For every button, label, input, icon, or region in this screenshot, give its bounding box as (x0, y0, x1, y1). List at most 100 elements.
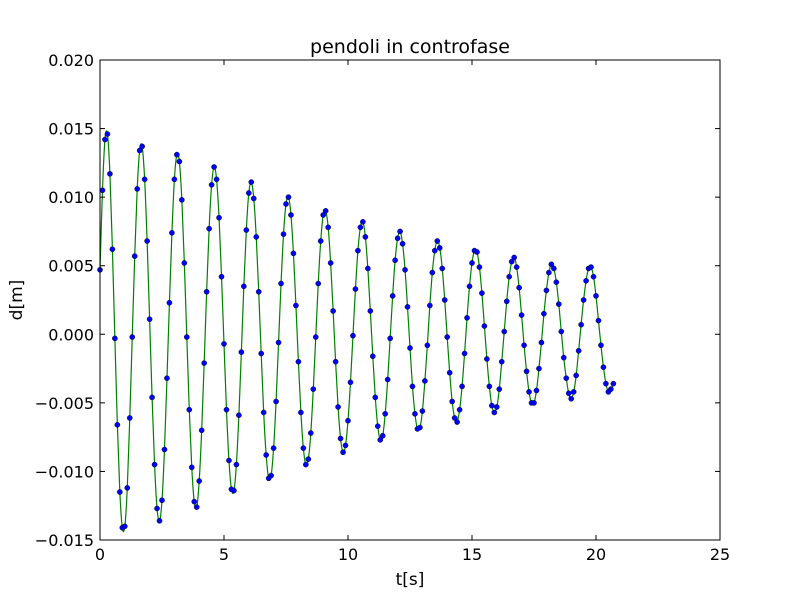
data-point (469, 260, 475, 266)
data-point (379, 432, 386, 439)
data-point (369, 353, 376, 360)
x-tick-label: 15 (462, 545, 482, 564)
data-point (176, 158, 183, 165)
data-point (350, 332, 356, 339)
data-point (558, 328, 565, 335)
data-point (226, 457, 232, 464)
data-point (288, 212, 294, 218)
data-point (332, 358, 339, 365)
data-point (139, 143, 145, 150)
data-point (154, 505, 160, 512)
data-point (312, 334, 319, 340)
data-point (169, 229, 175, 236)
data-point (357, 224, 364, 231)
data-point (300, 445, 307, 451)
y-tick-label: 0.015 (48, 120, 94, 139)
data-point (253, 234, 260, 240)
data-point (196, 478, 202, 484)
data-point (603, 380, 609, 387)
data-point (600, 364, 607, 371)
data-point (245, 190, 252, 196)
data-point (360, 219, 366, 225)
data-point (491, 409, 498, 416)
y-axis-label: d[m] (7, 280, 27, 321)
data-point (436, 245, 443, 251)
data-point (283, 201, 289, 207)
data-point (193, 504, 200, 510)
data-point (290, 250, 297, 257)
x-tick-label: 0 (95, 545, 105, 564)
data-point (372, 394, 379, 401)
data-point (278, 280, 284, 287)
data-point (508, 258, 515, 265)
data-point (365, 265, 371, 272)
data-point (516, 284, 522, 291)
data-point (231, 487, 237, 494)
data-point (392, 257, 398, 264)
data-point (260, 409, 267, 416)
data-point (171, 176, 178, 183)
data-point (248, 179, 255, 185)
data-point (188, 464, 195, 471)
data-point (208, 181, 215, 188)
data-point (439, 265, 446, 272)
data-point (179, 197, 185, 203)
data-point (305, 456, 312, 462)
data-point (164, 375, 170, 381)
data-point (114, 421, 121, 428)
y-tick-label: 0.000 (48, 325, 94, 344)
data-point (273, 398, 279, 405)
data-point (461, 350, 468, 357)
data-point (241, 283, 247, 290)
data-point (382, 411, 389, 417)
data-point (570, 389, 577, 395)
data-point (474, 249, 480, 255)
data-point (315, 280, 322, 287)
data-point (598, 342, 604, 349)
data-point (374, 423, 381, 429)
data-point (431, 247, 438, 254)
data-point (501, 328, 508, 335)
data-point (268, 472, 274, 479)
data-point (342, 442, 349, 449)
data-point (441, 297, 448, 303)
y-tick-label: −0.015 (35, 531, 94, 550)
data-point (243, 227, 250, 233)
data-point (521, 342, 527, 349)
data-point (389, 293, 396, 299)
data-point (352, 286, 359, 292)
data-point (134, 186, 140, 192)
data-point (250, 195, 257, 202)
x-ticks: 0 5 10 15 20 25 (95, 60, 730, 564)
y-tick-label: 0.010 (48, 188, 94, 207)
data-point (538, 339, 545, 346)
data-point (270, 445, 277, 451)
data-point (102, 136, 108, 143)
data-point (459, 383, 465, 390)
x-tick-label: 5 (219, 545, 229, 564)
data-point (518, 312, 525, 318)
data-point (206, 225, 212, 232)
data-point (310, 386, 317, 392)
data-point (553, 279, 560, 285)
data-point (588, 264, 594, 270)
data-point (560, 354, 567, 361)
data-point (424, 342, 431, 349)
data-point (136, 147, 143, 154)
data-point (203, 288, 210, 295)
data-point (293, 302, 299, 309)
data-point (117, 489, 123, 495)
data-point (347, 379, 354, 386)
data-point (546, 269, 552, 276)
data-point (427, 302, 433, 309)
data-point (156, 518, 163, 524)
data-point (479, 290, 485, 296)
x-tick-label: 25 (710, 545, 730, 564)
data-point (131, 253, 138, 259)
data-point (541, 310, 547, 317)
data-point (149, 394, 155, 401)
data-point (213, 176, 220, 183)
data-point (434, 238, 441, 244)
data-point (109, 246, 116, 253)
data-point (419, 408, 426, 414)
